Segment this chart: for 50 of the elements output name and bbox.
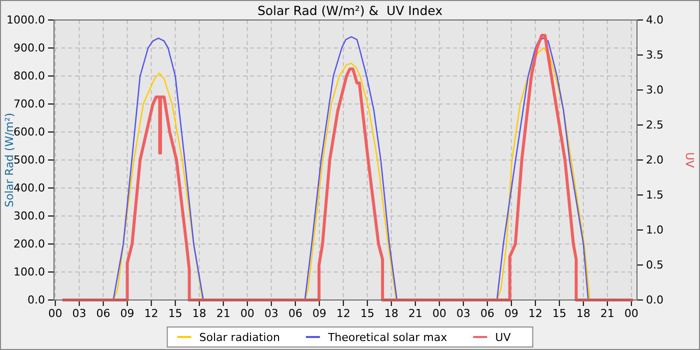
legend-label: Solar radiation: [199, 331, 280, 344]
x-tick-label: 00: [624, 306, 638, 320]
x-tick-label: 09: [312, 306, 326, 320]
x-tick-label: 06: [288, 306, 302, 320]
y2-tick-label: 1.0: [646, 224, 664, 237]
y2-tick-label: 2.5: [646, 118, 664, 132]
y-tick-label: 300.0: [14, 210, 45, 223]
x-tick-label: 00: [48, 306, 62, 320]
x-tick-label: 21: [408, 306, 422, 320]
x-tick-label: 03: [456, 306, 470, 320]
y-tick-label: 600.0: [14, 126, 45, 139]
y-tick-label: 900.0: [14, 42, 45, 55]
y-tick-label: 100.0: [14, 266, 45, 279]
y2-tick-label: 1.5: [646, 188, 664, 202]
y-tick-label: 0.0: [28, 294, 45, 307]
x-tick-label: 15: [168, 306, 182, 320]
y2-axis-title: UV: [683, 152, 696, 168]
y-tick-label: 200.0: [14, 238, 45, 251]
x-tick-label: 00: [240, 306, 254, 320]
x-tick-label: 12: [528, 306, 542, 320]
legend-label: Theoretical solar max: [326, 331, 448, 344]
x-tick-label: 06: [96, 306, 110, 320]
y-tick-label: 700.0: [14, 98, 45, 111]
y2-tick-label: 0.5: [646, 258, 664, 272]
x-tick-label: 15: [552, 306, 566, 320]
x-tick-label: 12: [144, 306, 158, 320]
x-tick-label: 09: [504, 306, 518, 320]
y2-tick-label: 2.0: [646, 154, 664, 167]
y-tick-label: 400.0: [14, 182, 45, 195]
x-tick-label: 18: [192, 306, 206, 320]
y2-tick-label: 3.5: [646, 48, 664, 62]
chart-title: Solar Rad (W/m²) & UV Index: [257, 3, 443, 18]
x-tick-label: 09: [120, 306, 134, 320]
y-tick-label: 500.0: [14, 154, 45, 167]
y2-tick-label: 0.0: [646, 294, 664, 307]
x-tick-label: 18: [576, 306, 590, 320]
y-tick-label: 1000.0: [6, 14, 45, 27]
x-tick-label: 21: [600, 306, 614, 320]
y2-tick-label: 4.0: [646, 14, 664, 27]
x-tick-label: 06: [480, 306, 494, 320]
x-tick-label: 21: [216, 306, 230, 320]
legend-label: UV: [495, 331, 512, 344]
y-tick-label: 800.0: [14, 70, 45, 83]
x-tick-label: 18: [384, 306, 398, 320]
x-tick-label: 00: [432, 306, 446, 320]
y2-tick-label: 3.0: [646, 84, 664, 97]
x-tick-label: 12: [336, 306, 350, 320]
x-tick-label: 03: [72, 306, 86, 320]
x-tick-label: 15: [360, 306, 374, 320]
x-tick-label: 03: [264, 306, 278, 320]
